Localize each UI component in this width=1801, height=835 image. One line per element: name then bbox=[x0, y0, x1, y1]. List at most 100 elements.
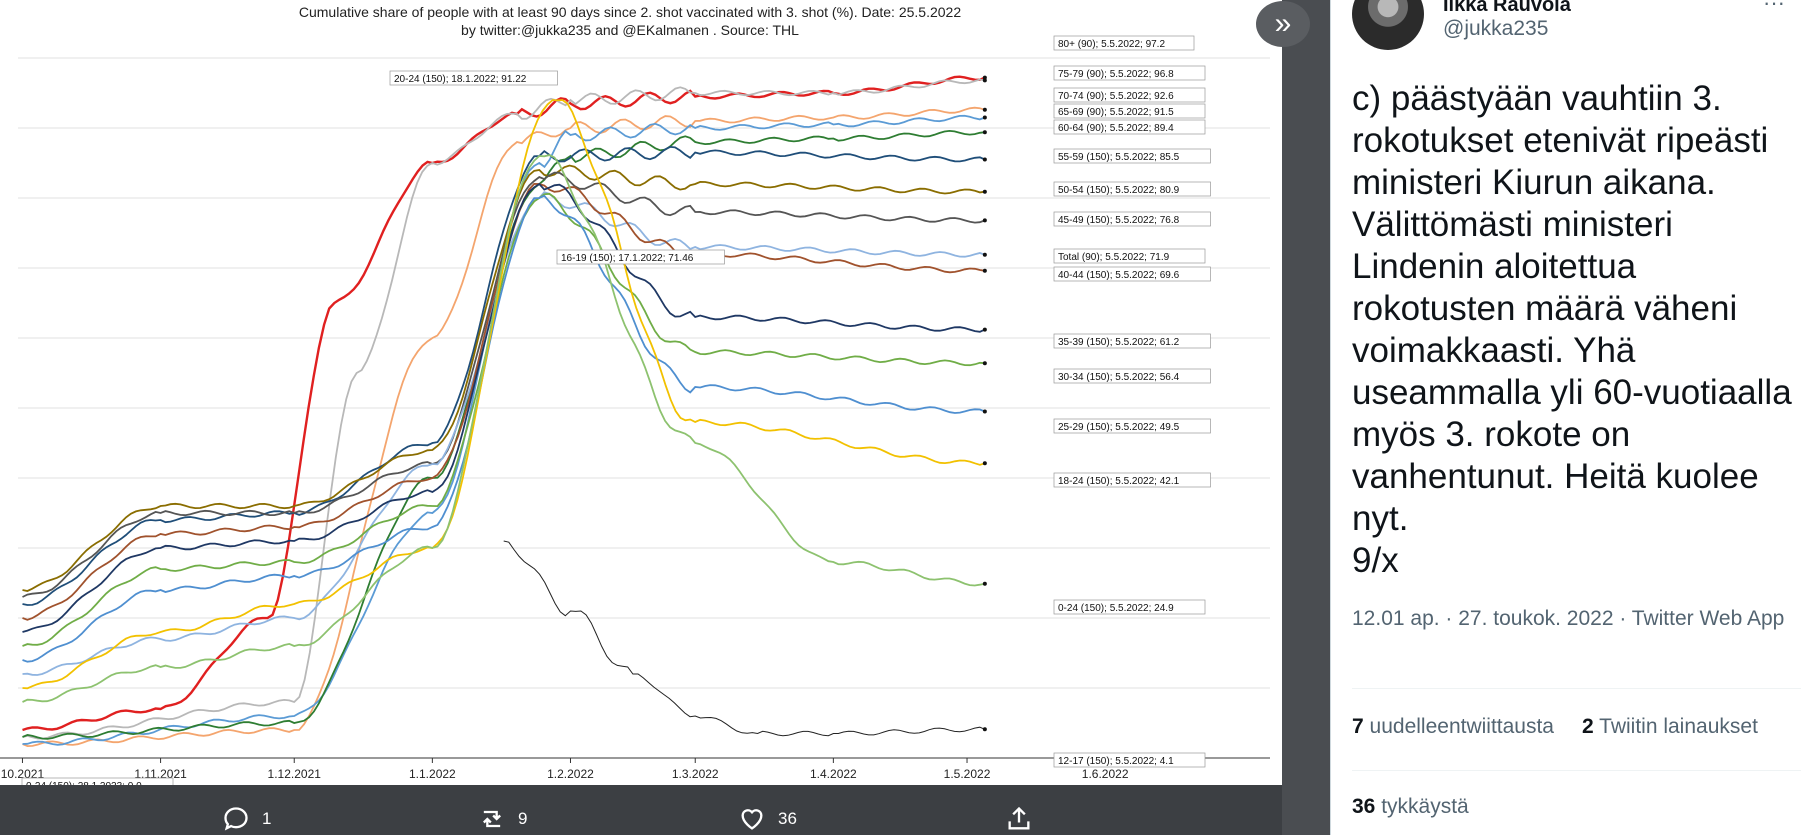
share-icon bbox=[1008, 806, 1030, 830]
callout-label: 0-24 (150); 5.5.2022; 24.9 bbox=[1058, 603, 1174, 614]
tweet-timestamp[interactable]: 12.01 ap. · 27. toukok. 2022 · Twitter W… bbox=[1352, 607, 1785, 630]
like-count: 36 bbox=[778, 809, 797, 828]
series-end-point bbox=[982, 130, 987, 135]
heart-icon bbox=[741, 809, 763, 830]
callout-label: 45-49 (150); 5.5.2022; 76.8 bbox=[1058, 215, 1180, 226]
more-options-icon[interactable]: ··· bbox=[1763, 0, 1785, 15]
x-tick-label: 1.5.2022 bbox=[944, 767, 991, 781]
series-line bbox=[503, 540, 985, 737]
series-end-point bbox=[982, 409, 987, 414]
callout-label: 75-79 (90); 5.5.2022; 96.8 bbox=[1058, 69, 1174, 80]
callout-label: 16-19 (150); 17.1.2022; 71.46 bbox=[561, 253, 694, 264]
callout-label: 40-44 (150); 5.5.2022; 69.6 bbox=[1058, 270, 1180, 281]
series-end-point bbox=[982, 107, 987, 112]
quotes-count: 2 bbox=[1582, 715, 1594, 738]
callout-box bbox=[1053, 333, 1211, 349]
retweets-stat[interactable]: 7 uudelleentwiittausta bbox=[1352, 715, 1554, 739]
callout-label: 70-74 (90); 5.5.2022; 92.6 bbox=[1058, 91, 1174, 102]
retweet-icon bbox=[483, 810, 501, 828]
retweet-button[interactable]: 9 bbox=[478, 805, 527, 833]
series-line bbox=[22, 106, 986, 748]
callout-label: 50-54 (150); 5.5.2022; 80.9 bbox=[1058, 185, 1180, 196]
series-line bbox=[22, 145, 986, 606]
callout-label: Total (90); 5.5.2022; 71.9 bbox=[1058, 252, 1170, 263]
callout-box bbox=[1053, 87, 1206, 103]
x-tick-label: 1.1.2022 bbox=[409, 767, 456, 781]
series-line bbox=[22, 78, 985, 740]
series-end-point bbox=[982, 75, 987, 80]
reply-icon bbox=[224, 807, 248, 831]
series-line bbox=[22, 164, 985, 592]
tweet-text: c) päästyään vauhtiin 3. rokotukset eten… bbox=[1352, 79, 1792, 580]
callout-label: 30-34 (150); 5.5.2022; 56.4 bbox=[1058, 372, 1180, 383]
callout-label: 20-24 (150); 18.1.2022; 91.22 bbox=[394, 74, 527, 85]
callout-label: 60-64 (90); 5.5.2022; 89.4 bbox=[1058, 123, 1174, 134]
chart-callouts: 80+ (90); 5.5.2022; 97.2 75-79 (90); 5.5.… bbox=[21, 35, 1211, 785]
series-line bbox=[22, 114, 986, 746]
background-strip bbox=[1282, 0, 1330, 835]
avatar[interactable] bbox=[1352, 0, 1424, 50]
callout-label: 18-24 (150); 5.5.2022; 42.1 bbox=[1058, 476, 1180, 487]
callout-box bbox=[1053, 418, 1211, 434]
callout-label: 65-69 (90); 5.5.2022; 91.5 bbox=[1058, 107, 1174, 118]
reply-count: 1 bbox=[262, 809, 272, 828]
series-end-point bbox=[982, 268, 987, 273]
callout-label: 25-29 (150); 5.5.2022; 49.5 bbox=[1058, 422, 1180, 433]
series-end-point bbox=[982, 252, 987, 257]
author-display-name[interactable]: Ilkka Rauvola bbox=[1443, 0, 1571, 16]
series-line bbox=[22, 154, 985, 703]
callout-box bbox=[1053, 368, 1211, 384]
series-line bbox=[22, 171, 986, 598]
callout-box bbox=[556, 249, 725, 265]
likes-label: tykkäystä bbox=[1381, 795, 1469, 818]
x-tick-label: 1.2.2022 bbox=[547, 767, 594, 781]
callout-label: 35-39 (150); 5.5.2022; 61.2 bbox=[1058, 337, 1180, 348]
callout-label: 55-59 (150); 5.5.2022; 85.5 bbox=[1058, 152, 1180, 163]
callout-box bbox=[1053, 599, 1206, 615]
column-divider bbox=[1330, 0, 1331, 835]
tweet-panel: Ilkka Rauvola @jukka235 ··· c) päästyään… bbox=[1331, 0, 1801, 835]
chart-series-layer bbox=[22, 75, 987, 748]
series-end-point bbox=[982, 727, 987, 732]
series-end-point bbox=[982, 461, 987, 466]
callout-box bbox=[21, 777, 174, 785]
engagement-stats: 7 uudelleentwiittausta 2 Twiitin lainauk… bbox=[1352, 715, 1758, 739]
likes-stat[interactable]: 36 tykkäystä bbox=[1352, 795, 1469, 819]
series-end-point bbox=[982, 361, 987, 366]
reply-button[interactable]: 1 bbox=[222, 805, 271, 833]
series-end-point bbox=[982, 115, 987, 120]
share-button[interactable] bbox=[1005, 805, 1033, 833]
series-end-point bbox=[982, 327, 987, 332]
x-tick-label: 1.4.2022 bbox=[810, 767, 857, 781]
chart-svg: Cumulative share of people with at least… bbox=[0, 4, 1270, 785]
author-handle[interactable]: @jukka235 bbox=[1443, 17, 1549, 40]
series-end-point bbox=[982, 189, 987, 194]
quotes-stat[interactable]: 2 Twiitin lainaukset bbox=[1582, 715, 1758, 739]
callout-box bbox=[1053, 103, 1206, 119]
divider bbox=[1352, 770, 1801, 771]
chart-subtitle: by twitter:@jukka235 and @EKalmanen . So… bbox=[461, 22, 799, 38]
retweets-count: 7 bbox=[1352, 715, 1364, 738]
x-tick-label: 1.6.2022 bbox=[1082, 767, 1129, 781]
media-viewer: Cumulative share of people with at least… bbox=[0, 0, 1330, 835]
callout-box bbox=[1053, 752, 1206, 768]
series-line bbox=[22, 129, 985, 740]
chart-x-axis: 10.2021 1.11.2021 1.12.2021 1.1.2022 1.2.202… bbox=[0, 757, 1270, 781]
callout-box bbox=[1053, 148, 1211, 164]
like-button[interactable]: 36 bbox=[738, 805, 797, 833]
x-tick-label: 1.3.2022 bbox=[672, 767, 719, 781]
expand-icon[interactable]: » bbox=[1256, 1, 1310, 47]
callout-label: 12-17 (150); 5.5.2022; 4.1 bbox=[1058, 756, 1174, 767]
series-line bbox=[22, 194, 986, 663]
callout-label: 0-24 (150); 28.1.2023; 0.0 bbox=[26, 781, 142, 785]
callout-box bbox=[1053, 472, 1211, 488]
x-tick-label: 1.12.2021 bbox=[268, 767, 322, 781]
quotes-label: Twiitin lainaukset bbox=[1599, 715, 1758, 738]
series-line bbox=[22, 75, 986, 732]
chart-image: Cumulative share of people with at least… bbox=[0, 0, 1282, 785]
series-line bbox=[22, 99, 986, 690]
x-tick-label: 10.2021 bbox=[1, 767, 45, 781]
series-end-point bbox=[982, 581, 987, 586]
callout-label: 80+ (90); 5.5.2022; 97.2 bbox=[1058, 39, 1165, 50]
series-end-point bbox=[982, 218, 987, 223]
